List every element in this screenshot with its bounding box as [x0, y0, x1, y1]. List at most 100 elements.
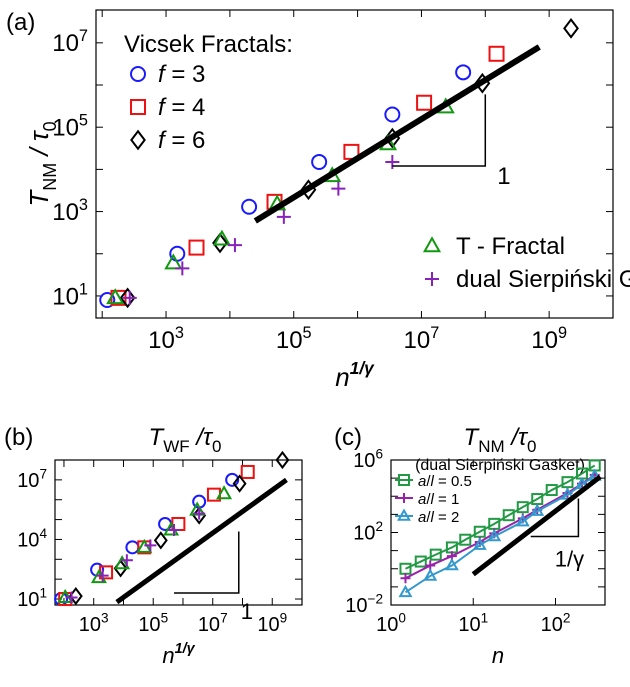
plot-frame — [95, 9, 614, 319]
data-point — [455, 64, 472, 81]
y-tick-label: 107 — [52, 27, 88, 57]
legend-marker — [130, 99, 146, 115]
data-point — [114, 555, 131, 570]
y-tick-label: 105 — [52, 112, 88, 142]
data-point — [96, 569, 109, 582]
data-point — [473, 525, 486, 538]
x-axis-label: n1/γ — [335, 358, 375, 392]
data-point — [57, 588, 74, 603]
series-line — [405, 474, 596, 580]
x-tick-label: 103 — [148, 324, 184, 354]
x-tick-label: 105 — [138, 611, 168, 636]
series-a-4 — [122, 154, 400, 305]
data-point — [153, 531, 168, 550]
legend-marker — [398, 474, 410, 486]
legend-title: Vicsek Fractals: — [124, 31, 293, 58]
data-point — [227, 238, 242, 253]
panel-label-b: (b) — [4, 424, 33, 451]
data-point — [189, 501, 206, 516]
legend-label: a/l = 0.5 — [418, 473, 472, 490]
data-point — [515, 514, 530, 527]
data-point — [275, 450, 290, 470]
data-point — [384, 106, 401, 123]
legend-label: f = 4 — [158, 94, 205, 121]
data-point — [398, 584, 413, 598]
x-tick-label: 105 — [276, 324, 312, 354]
data-point — [385, 154, 400, 169]
y-axis-label: TNM / τ0 — [24, 121, 60, 206]
data-point — [225, 472, 240, 487]
data-point — [423, 568, 438, 581]
panel-subtitle-c: (dual Sierpiński Gasket) — [415, 457, 585, 474]
y-tick-label: 101 — [52, 280, 88, 310]
data-point — [106, 288, 125, 305]
data-point — [188, 239, 205, 256]
slope-label: 1 — [241, 599, 253, 624]
legend-label: f = 6 — [158, 127, 205, 154]
data-point — [193, 507, 206, 520]
slope-triangle — [392, 94, 487, 167]
series-a-0 — [99, 64, 472, 309]
data-point — [400, 573, 411, 584]
data-point — [416, 94, 433, 111]
panel-title-c: TNM /τ0 — [464, 424, 537, 456]
y-tick-label: 107 — [17, 466, 47, 491]
series-c-0 — [399, 459, 601, 575]
slope-label: 1 — [497, 163, 510, 190]
data-point — [516, 501, 529, 514]
x-axis-label: n1/γ — [162, 641, 195, 668]
series-line — [405, 464, 596, 570]
data-point — [119, 287, 136, 309]
data-point — [560, 487, 575, 500]
x-tick-label: 103 — [79, 611, 109, 636]
data-point — [65, 591, 78, 604]
data-point — [122, 290, 137, 305]
data-point — [164, 253, 183, 270]
data-point — [331, 181, 346, 196]
panel-label-a: (a) — [6, 9, 35, 36]
legend-label: dual Sierpiński Gasket — [456, 266, 630, 293]
legend-label: a/l = 1 — [418, 491, 459, 508]
legend-marker — [399, 493, 409, 503]
x-tick-label: 107 — [198, 611, 228, 636]
data-point — [472, 537, 487, 550]
y-tick-label: 101 — [17, 586, 47, 611]
legend-label: f = 3 — [158, 61, 205, 88]
x-tick-label: 109 — [531, 324, 567, 354]
legend-label: a/l = 2 — [418, 509, 459, 526]
legend-marker — [130, 66, 146, 82]
series-b-0 — [54, 472, 240, 607]
fit-line — [471, 474, 602, 577]
data-point — [216, 485, 233, 500]
data-point — [120, 554, 133, 567]
series-b-4 — [65, 507, 206, 604]
data-point — [168, 523, 181, 536]
x-tick-label: 107 — [404, 324, 440, 354]
x-tick-label: 100 — [376, 611, 406, 636]
data-point — [125, 540, 140, 555]
data-point — [99, 292, 116, 309]
x-tick-label: 102 — [541, 611, 571, 636]
legend-label: T - Fractal — [456, 233, 565, 260]
legend-a: Vicsek Fractals: f = 3 f = 4 f = 6 T - Fract… — [124, 31, 630, 293]
data-point — [488, 45, 505, 62]
x-tick-label: 109 — [257, 611, 287, 636]
data-point — [429, 548, 442, 561]
y-tick-label: 103 — [52, 196, 88, 226]
data-point — [276, 209, 291, 224]
legend-marker — [425, 272, 439, 286]
slope-triangle — [174, 531, 240, 594]
series-line — [404, 475, 596, 594]
data-point — [311, 153, 328, 170]
slope-label: 1/γ — [555, 547, 584, 572]
axes-panel-c: 100 101 102 10−2 102 106 n — [345, 447, 606, 668]
data-point — [563, 17, 579, 39]
data-point — [530, 503, 545, 516]
fit-line — [253, 44, 541, 224]
y-tick-label: 104 — [17, 526, 47, 551]
x-axis-label: n — [492, 643, 504, 668]
fit-line — [115, 477, 288, 605]
y-tick-label: 106 — [353, 447, 383, 472]
data-point — [241, 198, 258, 215]
